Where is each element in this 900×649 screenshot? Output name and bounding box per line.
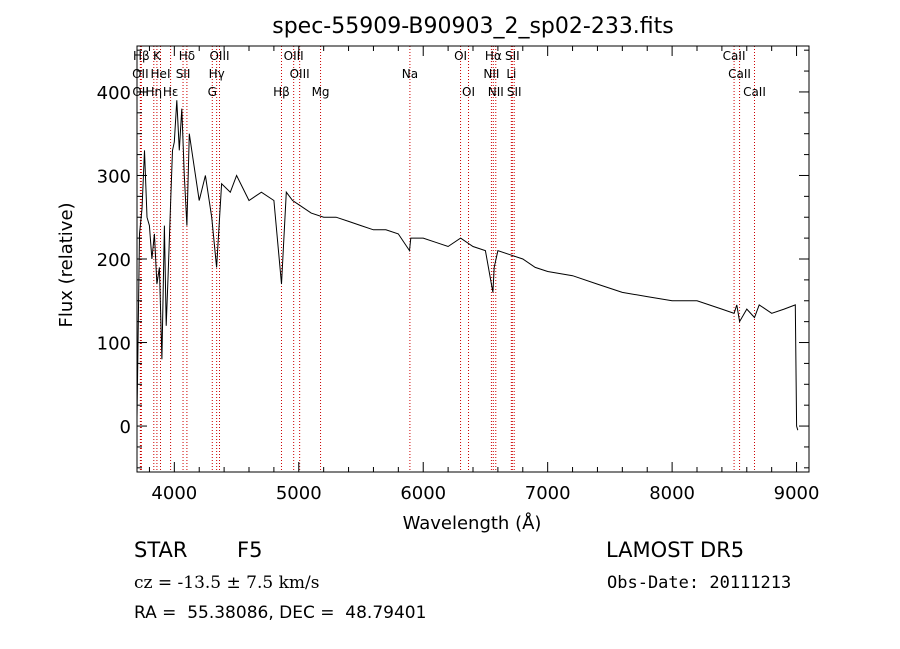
emission-line-label: Hε <box>163 85 179 99</box>
emission-line-label: OIII <box>209 49 229 63</box>
emission-line-label: SII <box>505 49 520 63</box>
plot-frame <box>136 45 810 473</box>
x-tick-label: 5000 <box>276 483 322 504</box>
emission-line-label: Hη <box>145 85 162 99</box>
emission-line-label: NII <box>488 85 504 99</box>
emission-line-label: NII <box>483 67 499 81</box>
emission-line-label: OIII <box>284 49 304 63</box>
emission-line-label: SII <box>507 85 522 99</box>
y-tick-label: 200 <box>97 250 131 271</box>
y-axis-label: Flux (relative) <box>56 202 77 327</box>
coordinates: RA = 55.38086, DEC = 48.79401 <box>134 603 427 623</box>
emission-line-label: SII <box>176 67 191 81</box>
x-tick-label: 8000 <box>649 483 695 504</box>
emission-line-label: Mg <box>312 85 330 99</box>
x-tick-label: 7000 <box>525 483 571 504</box>
y-tick-label: 100 <box>97 334 131 355</box>
emission-line-label: K <box>153 49 162 63</box>
y-tick-label: 400 <box>97 83 131 104</box>
emission-line-label: Li <box>506 67 516 81</box>
emission-line-label: G <box>208 85 217 99</box>
x-tick-label: 9000 <box>774 483 820 504</box>
spectrum-line <box>136 100 799 431</box>
chart-title: spec-55909-B90903_2_sp02-233.fits <box>272 14 674 39</box>
emission-line-label: Hβ <box>273 85 290 99</box>
y-tick-label: 300 <box>97 166 131 187</box>
x-tick-label: 6000 <box>400 483 446 504</box>
emission-line-label: Hβ <box>133 49 150 63</box>
y-axis: 0 100 200 300 400 <box>97 49 809 469</box>
object-class: STAR <box>134 538 188 562</box>
object-subclass: F5 <box>237 538 263 562</box>
emission-line-label: OIII <box>290 67 310 81</box>
x-axis: 4000 5000 6000 7000 8000 9000 <box>148 46 820 504</box>
x-tick-label: 4000 <box>151 483 197 504</box>
emission-line-label: Na <box>402 67 418 81</box>
emission-line-label: Hδ <box>179 49 195 63</box>
emission-line-label: CaII <box>723 49 746 63</box>
emission-line-label: OI <box>454 49 467 63</box>
observation-date: Obs-Date: 20111213 <box>607 573 792 593</box>
emission-lines <box>139 46 755 472</box>
emission-line-label: OII <box>132 67 149 81</box>
emission-line-label: Hα <box>485 49 502 63</box>
survey-name: LAMOST DR5 <box>606 538 745 562</box>
emission-line-label: Hγ <box>209 67 225 81</box>
emission-line-label: CaII <box>743 85 766 99</box>
emission-line-label: HeI <box>151 67 171 81</box>
emission-line-label: OI <box>462 85 475 99</box>
y-tick-label: 0 <box>120 417 131 438</box>
x-axis-label: Wavelength (Å) <box>403 512 542 534</box>
emission-line-label: CaII <box>728 67 751 81</box>
redshift-value: cz = -13.5 ± 7.5 km/s <box>134 573 320 593</box>
